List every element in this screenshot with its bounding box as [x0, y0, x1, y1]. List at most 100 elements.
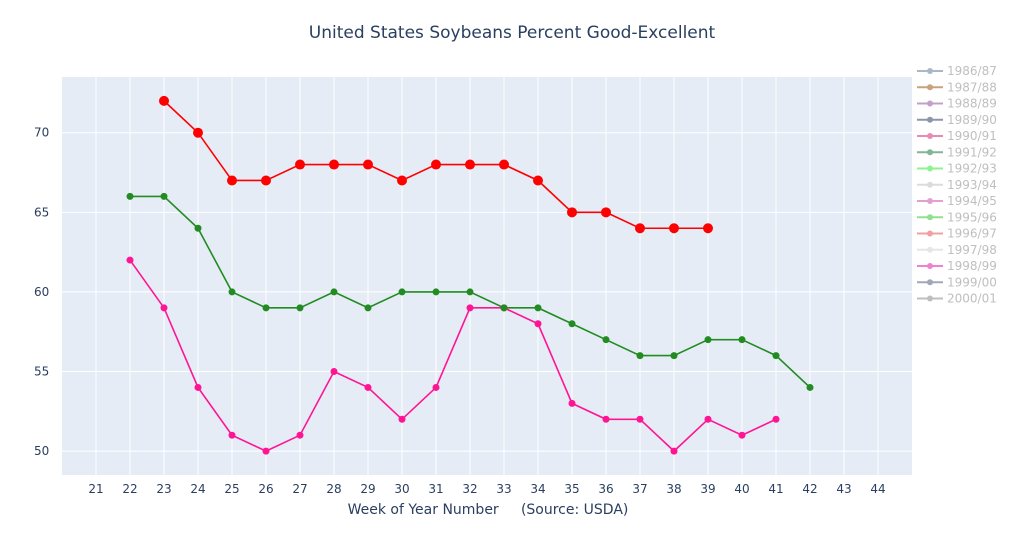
- data-point: [704, 415, 712, 423]
- data-point: [228, 288, 236, 296]
- legend-swatch-marker: [927, 198, 933, 204]
- legend-item[interactable]: 1995/96: [917, 210, 997, 224]
- legend-label: 1990/91: [947, 129, 997, 143]
- data-point: [636, 352, 644, 360]
- data-point: [738, 336, 746, 344]
- legend-swatch-marker: [927, 68, 933, 74]
- data-point: [160, 192, 168, 200]
- legend-label: 1989/90: [947, 113, 997, 127]
- legend-swatch-marker: [927, 263, 933, 269]
- legend-label: 1996/97: [947, 227, 997, 241]
- legend-label: 1995/96: [947, 210, 997, 224]
- x-axis-ticks: 21 22 23 24 25 26 27 28 29 30 31 32 33 34 35 36 37 38 39 40…: [88, 482, 885, 496]
- data-point: [806, 383, 814, 391]
- legend-swatch-marker: [927, 214, 933, 221]
- data-point: [534, 320, 542, 328]
- x-tick-label: 21: [88, 482, 103, 496]
- legend-item[interactable]: 1986/87: [917, 64, 997, 78]
- legend-item[interactable]: 2000/01: [917, 292, 997, 306]
- data-point: [262, 447, 270, 455]
- legend-label: 1987/88: [947, 80, 997, 94]
- x-tick-label: 25: [224, 482, 239, 496]
- data-point: [738, 431, 746, 439]
- data-point: [602, 336, 610, 344]
- series-group: [126, 95, 814, 455]
- legend-item[interactable]: 1997/98: [917, 243, 997, 257]
- data-point: [194, 224, 202, 232]
- grid: [62, 77, 912, 475]
- data-point: [500, 304, 508, 312]
- x-tick-label: 38: [666, 482, 681, 496]
- data-point: [670, 447, 678, 455]
- legend-item[interactable]: 1989/90: [917, 113, 997, 127]
- x-tick-label: 27: [292, 482, 307, 496]
- x-tick-label: 24: [190, 482, 205, 496]
- y-tick-label: 65: [34, 205, 49, 219]
- y-axis-ticks: 50 55 60 65 70: [34, 126, 49, 458]
- x-tick-label: 28: [326, 482, 341, 496]
- legend-item[interactable]: 1998/99: [917, 259, 997, 273]
- data-point: [363, 159, 373, 170]
- legend-item[interactable]: 1993/94: [917, 178, 997, 192]
- data-point: [126, 192, 134, 200]
- data-point: [466, 288, 474, 296]
- legend-swatch-marker: [927, 133, 933, 139]
- legend-label: 2000/01: [947, 292, 997, 306]
- legend-swatch-marker: [927, 165, 933, 172]
- legend-item[interactable]: 1991/92: [917, 145, 997, 159]
- x-tick-label: 43: [836, 482, 851, 496]
- series-2: [159, 95, 713, 234]
- data-point: [567, 207, 577, 218]
- x-tick-label: 26: [258, 482, 273, 496]
- legend-item[interactable]: 1996/97: [917, 227, 997, 241]
- data-point: [330, 288, 338, 296]
- x-tick-label: 36: [598, 482, 613, 496]
- data-point: [670, 352, 678, 360]
- data-point: [126, 256, 134, 264]
- data-point: [398, 415, 406, 423]
- data-point: [262, 304, 270, 312]
- x-tick-label: 35: [564, 482, 579, 496]
- legend-item[interactable]: 1994/95: [917, 194, 997, 208]
- legend-label: 1991/92: [947, 145, 997, 159]
- data-point: [533, 175, 543, 186]
- legend-swatch-marker: [927, 116, 933, 123]
- legend[interactable]: 1986/87 1987/88 1988/89 1989/90 1990/91 1991/…: [917, 64, 997, 306]
- data-point: [159, 95, 169, 106]
- legend-item[interactable]: 1988/89: [917, 97, 997, 111]
- legend-item[interactable]: 1992/93: [917, 162, 997, 176]
- legend-item[interactable]: 1999/00: [917, 275, 997, 289]
- x-tick-label: 32: [462, 482, 477, 496]
- legend-swatch-marker: [927, 279, 933, 286]
- data-point: [296, 431, 304, 439]
- x-tick-label: 39: [700, 482, 715, 496]
- plot-area: [62, 77, 912, 475]
- data-point: [568, 399, 576, 407]
- data-point: [499, 159, 509, 170]
- legend-item[interactable]: 1987/88: [917, 80, 997, 94]
- legend-swatch-marker: [927, 230, 933, 237]
- legend-swatch-marker: [927, 246, 933, 253]
- data-point: [772, 415, 780, 423]
- data-point: [534, 304, 542, 312]
- data-point: [364, 304, 372, 312]
- x-tick-label: 37: [632, 482, 647, 496]
- x-tick-label: 41: [768, 482, 783, 496]
- x-tick-label: 34: [530, 482, 545, 496]
- data-point: [704, 336, 712, 344]
- data-point: [295, 159, 305, 170]
- legend-item[interactable]: 1990/91: [917, 129, 997, 143]
- x-tick-label: 31: [428, 482, 443, 496]
- legend-swatch-marker: [927, 181, 933, 188]
- y-tick-label: 55: [34, 365, 49, 379]
- legend-swatch-marker: [927, 149, 933, 156]
- y-tick-label: 50: [34, 444, 49, 458]
- legend-label: 1999/00: [947, 275, 997, 289]
- x-tick-label: 42: [802, 482, 817, 496]
- data-point: [329, 159, 339, 170]
- x-axis-label: Week of Year Number (Source: USDA): [348, 502, 629, 518]
- data-point: [568, 320, 576, 328]
- series-line: [129, 259, 777, 453]
- data-point: [398, 288, 406, 296]
- y-tick-label: 60: [34, 285, 49, 299]
